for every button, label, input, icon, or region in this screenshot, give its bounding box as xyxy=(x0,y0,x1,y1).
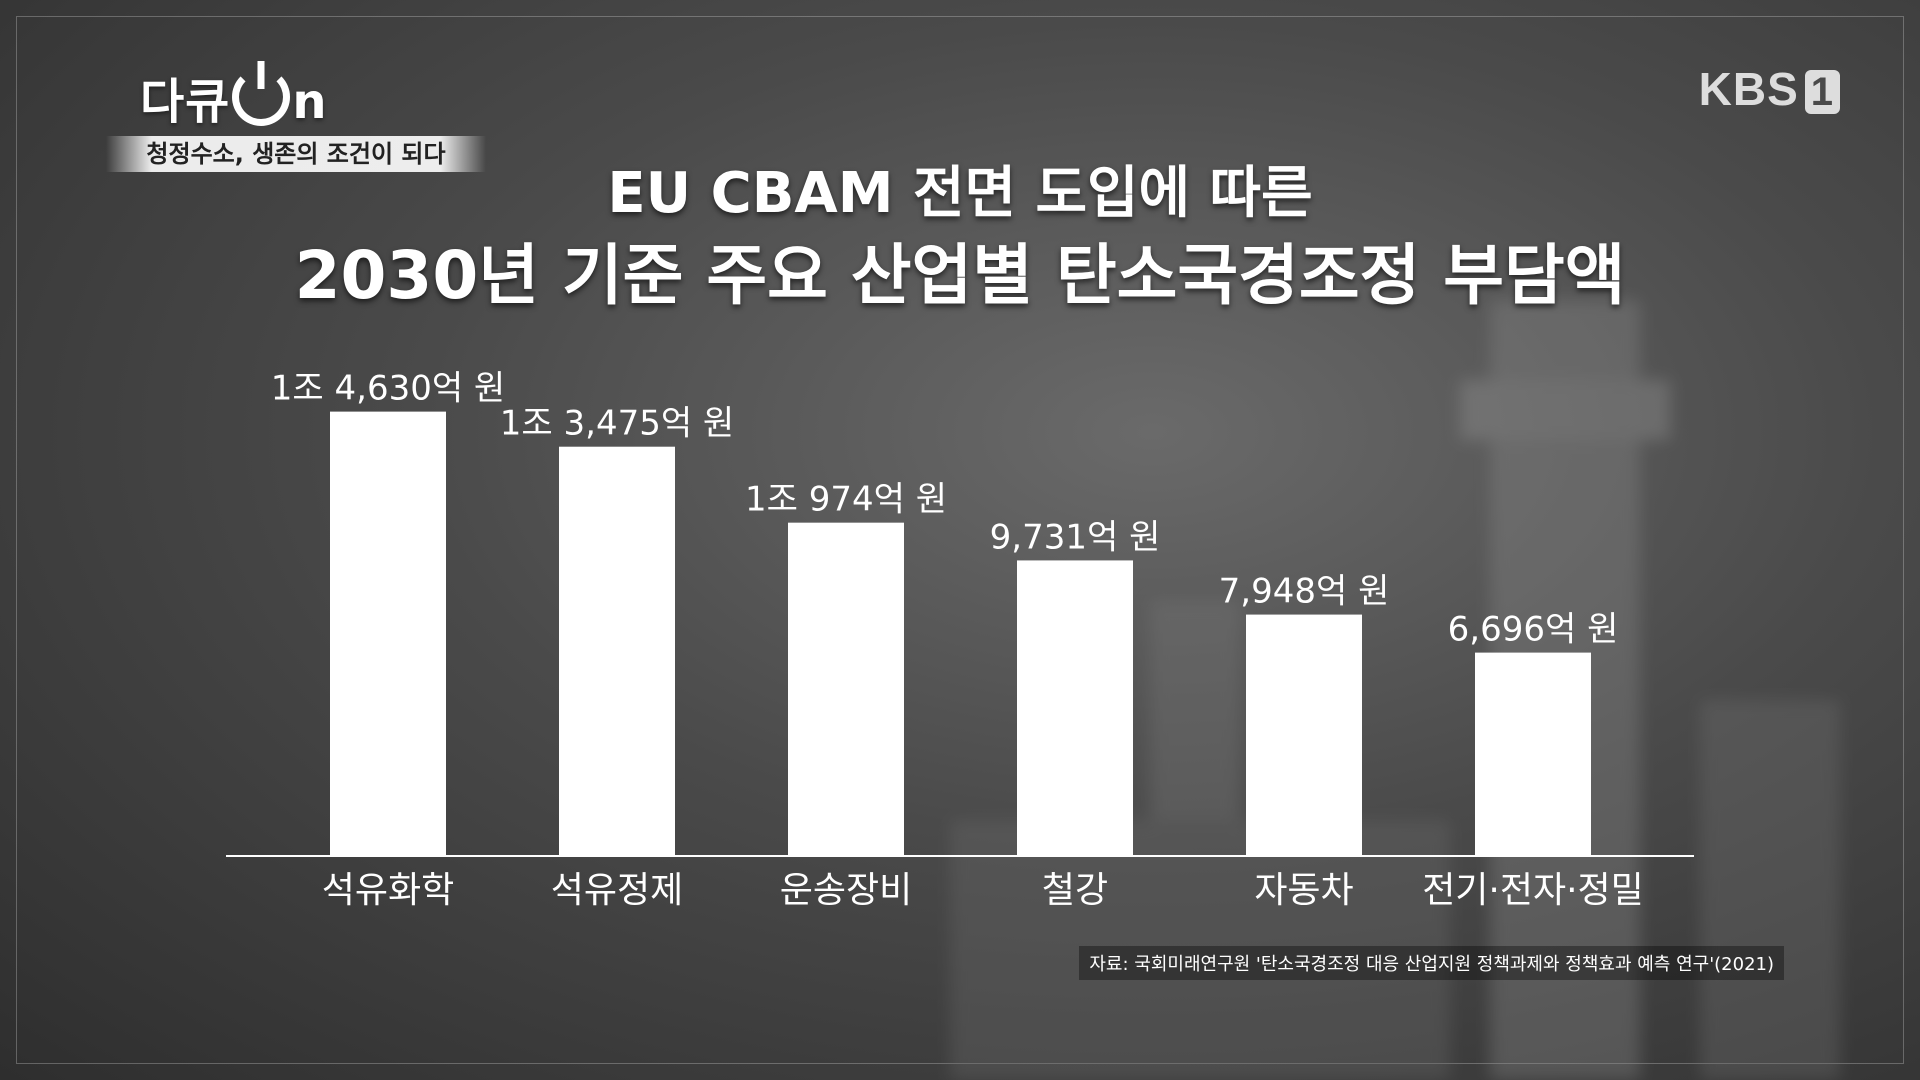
chart-title-line2: 2030년 기준 주요 산업별 탄소국경조정 부담액 xyxy=(294,237,1626,314)
bar-1 xyxy=(559,446,675,856)
data-label-0: 1조 4,630억 원 xyxy=(271,369,505,409)
logo-suffix: n xyxy=(292,74,328,130)
category-label-3: 철강 xyxy=(1042,870,1108,911)
bar-2 xyxy=(788,522,904,856)
channel-logo: KBS 1 xyxy=(1699,62,1840,116)
screen-frame xyxy=(16,16,1904,1064)
category-label-1: 석유정제 xyxy=(551,870,683,911)
category-label-0: 석유화학 xyxy=(322,870,454,911)
bar-4 xyxy=(1246,614,1362,856)
data-label-3: 9,731억 원 xyxy=(990,517,1161,557)
logo-prefix: 다큐 xyxy=(140,74,231,130)
category-label-4: 자동차 xyxy=(1254,870,1353,911)
data-label-2: 1조 974억 원 xyxy=(745,480,947,520)
channel-number: 1 xyxy=(1804,70,1840,114)
power-icon xyxy=(232,68,291,126)
bar-5 xyxy=(1475,652,1591,856)
data-label-1: 1조 3,475억 원 xyxy=(500,404,734,444)
source-note: 자료: 국회미래연구원 '탄소국경조정 대응 산업지원 정책과제와 정책효과 예… xyxy=(1079,946,1784,980)
category-label-5: 전기·전자·정밀 xyxy=(1422,870,1644,911)
bar-3 xyxy=(1017,560,1133,856)
category-label-2: 운송장비 xyxy=(780,870,912,911)
data-label-4: 7,948억 원 xyxy=(1219,572,1390,612)
program-logo: 다큐 n xyxy=(140,62,328,132)
data-label-5: 6,696억 원 xyxy=(1448,610,1619,650)
program-subtitle: 청정수소, 생존의 조건이 되다 xyxy=(106,136,486,172)
channel-name: KBS xyxy=(1698,63,1799,115)
bar-0 xyxy=(330,411,446,856)
chart-title-line1: EU CBAM 전면 도입에 따른 xyxy=(607,161,1313,226)
